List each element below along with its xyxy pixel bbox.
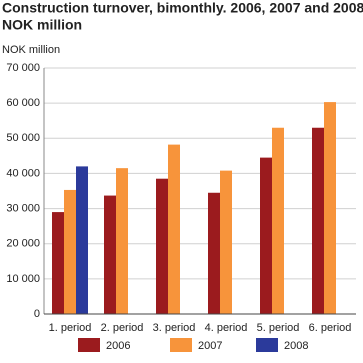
x-tick-label: 1. period <box>49 322 92 334</box>
bar <box>168 144 180 314</box>
legend-label: 2007 <box>198 340 222 352</box>
x-tick-label: 5. period <box>257 322 300 334</box>
bar <box>260 157 272 314</box>
bar <box>104 195 116 314</box>
legend-label: 2008 <box>284 340 308 352</box>
y-tick-label: 0 <box>34 308 40 320</box>
x-tick-label: 4. period <box>205 322 248 334</box>
bar <box>116 168 128 314</box>
y-tick-label: 40 000 <box>6 167 40 179</box>
bar <box>156 178 168 314</box>
x-tick-label: 2. period <box>101 322 144 334</box>
bar <box>272 127 284 314</box>
legend-swatch <box>170 338 192 352</box>
legend-swatch <box>78 338 100 352</box>
chart-title: NOK million <box>2 17 82 33</box>
bar <box>324 102 336 315</box>
bar <box>76 166 88 314</box>
legend-label: 2006 <box>106 340 130 352</box>
chart-title: Construction turnover, bimonthly. 2006, … <box>2 0 363 16</box>
bar <box>220 170 232 314</box>
x-tick-label: 6. period <box>309 322 352 334</box>
bar <box>52 212 64 314</box>
y-tick-label: 70 000 <box>6 62 40 74</box>
bar <box>64 189 76 314</box>
y-tick-label: 30 000 <box>6 202 40 214</box>
y-tick-label: 20 000 <box>6 238 40 250</box>
y-tick-label: 50 000 <box>6 132 40 144</box>
x-tick-label: 3. period <box>153 322 196 334</box>
bar <box>208 192 220 314</box>
legend-swatch <box>256 338 278 352</box>
y-tick-label: 10 000 <box>6 273 40 285</box>
y-axis-label: NOK million <box>2 44 60 56</box>
bar <box>312 127 324 314</box>
y-tick-label: 60 000 <box>6 97 40 109</box>
